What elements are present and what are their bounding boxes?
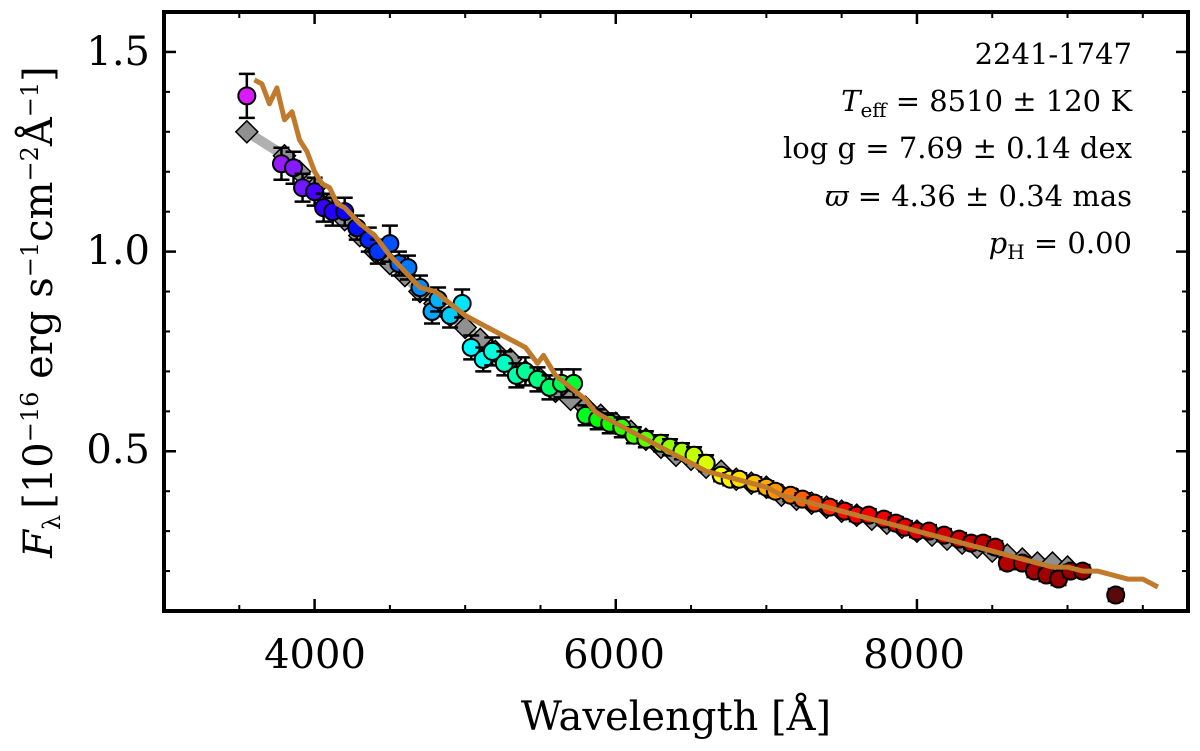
annotation-teff: Teff = 8510 ± 120 K — [841, 84, 1133, 122]
x-axis-title: Wavelength [Å] — [521, 693, 831, 740]
observed-point — [284, 158, 304, 178]
plot-frame — [162, 10, 1190, 613]
y-tick-label: 1.0 — [86, 228, 150, 274]
annotation-parallax: ϖ = 4.36 ± 0.34 mas — [825, 179, 1132, 213]
observed-point — [1106, 585, 1126, 605]
x-tick-label: 8000 — [863, 632, 965, 678]
observed-points — [237, 72, 1126, 605]
model-spectrum-path — [253, 77, 1160, 590]
annotation-logg: log g = 7.69 ± 0.14 dex — [783, 131, 1132, 165]
annotation-ph: pH = 0.00 — [989, 226, 1132, 264]
model-diamond-point — [453, 315, 478, 340]
x-tick-label: 6000 — [563, 632, 665, 678]
y-tick-label: 0.5 — [86, 427, 150, 473]
observed-point — [305, 182, 325, 202]
axis-ticks — [163, 12, 1188, 611]
y-axis-title: Fλ[10−16 erg s−1cm−2Å−1] — [15, 66, 66, 559]
observed-point — [237, 86, 257, 106]
y-tick-label: 1.5 — [86, 29, 150, 75]
observed-point — [440, 305, 460, 325]
x-tick-label: 4000 — [264, 632, 366, 678]
model-diamond-point — [234, 119, 259, 144]
model-spectrum — [253, 77, 1160, 590]
annotation-object-name: 2241-1747 — [975, 37, 1132, 71]
